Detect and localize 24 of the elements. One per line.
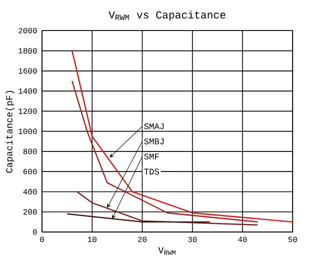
annotation: SMBJ [144, 138, 164, 144]
y-tick-label: 1000 [18, 128, 37, 134]
x-tick-label: 30 [188, 236, 197, 242]
annotation: SMF [144, 154, 159, 160]
y-tick-label: 1600 [18, 68, 37, 74]
y-tick-label: 200 [23, 209, 37, 215]
y-tick-label: 1400 [18, 88, 37, 94]
y-axis-title: Capacitance(pF) [6, 90, 14, 173]
y-tick-label: 0 [32, 229, 37, 235]
y-tick-label: 2000 [18, 28, 37, 34]
y-tick-label: 400 [23, 189, 37, 194]
annotation: TDS [144, 168, 160, 175]
x-tick-label: 10 [88, 236, 96, 242]
y-tick-label: 1200 [18, 108, 37, 114]
x-axis-title: V$_{RWM}$ [158, 247, 176, 255]
y-tick-label: 800 [23, 148, 37, 154]
chart-title: V$_{RWM}$ vs Capacitance [108, 10, 226, 21]
x-tick-label: 20 [138, 236, 147, 242]
y-tick-label: 600 [23, 168, 37, 174]
x-tick-label: 0 [40, 236, 44, 242]
y-tick-label: 1800 [18, 48, 37, 54]
x-tick-label: 50 [288, 236, 297, 242]
annotation: SMAJ [144, 123, 164, 130]
x-tick-label: 40 [238, 236, 247, 242]
